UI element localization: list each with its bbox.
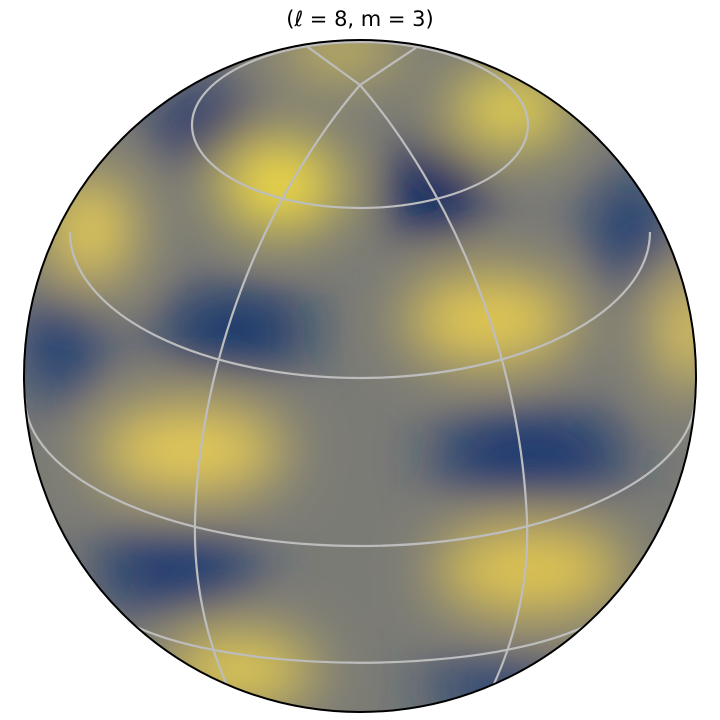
yellow-lobe — [280, 40, 400, 70]
graticule-meridian — [359, 84, 529, 712]
blue-lobe — [430, 410, 630, 500]
chart-title: (ℓ = 8, m = 3) — [286, 7, 433, 31]
yellow-lobe — [220, 140, 340, 230]
yellow-lobe — [165, 635, 315, 705]
yellow-lobe — [655, 270, 696, 390]
blue-lobe — [150, 90, 260, 160]
blue-lobe — [385, 145, 485, 235]
graticule-meridian — [359, 44, 421, 86]
graticule-latitude — [24, 397, 696, 548]
sphere-base — [24, 40, 696, 712]
yellow-lobe — [435, 525, 625, 615]
blue-lobe — [90, 530, 260, 610]
graticule-latitude — [98, 596, 622, 664]
yellow-lobe — [450, 75, 570, 145]
yellow-lobe — [95, 405, 285, 495]
sphere-surface — [24, 40, 696, 712]
blue-lobe — [24, 285, 100, 405]
sphere-outline — [23, 39, 697, 713]
field-pattern — [24, 40, 696, 712]
graticule-latitude — [190, 40, 530, 210]
blue-lobe — [590, 170, 670, 290]
graticule-meridian — [304, 44, 361, 86]
blue-lobe — [155, 290, 315, 370]
graticule-latitude — [68, 231, 652, 380]
graticule-meridian — [193, 84, 361, 712]
yellow-lobe — [45, 175, 135, 285]
